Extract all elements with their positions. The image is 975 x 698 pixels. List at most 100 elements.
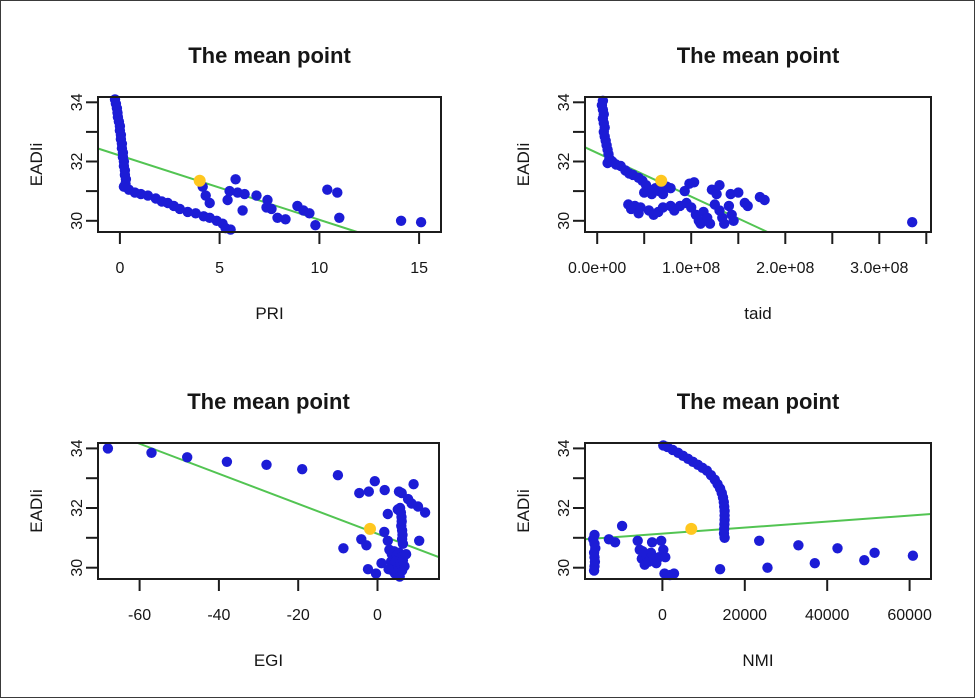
- data-point: [660, 552, 671, 563]
- x-tick-label: 15: [410, 260, 428, 277]
- mean-point: [193, 174, 206, 187]
- scatter-plot-egi: -60 -40 -20 0 30 32 34 The mean point EGI EADIi: [27, 389, 440, 670]
- data-point: [646, 537, 658, 548]
- y-axis-label: EADIi: [514, 143, 533, 186]
- data-point: [668, 568, 680, 579]
- data-point: [174, 203, 185, 215]
- data-point: [102, 443, 114, 454]
- data-point: [728, 215, 739, 226]
- x-tick-label: 0: [658, 607, 667, 624]
- data-point: [204, 197, 215, 209]
- data-point: [225, 224, 236, 235]
- x-tick-label: -40: [207, 607, 230, 624]
- x-tick-label: 3.0e+08: [850, 260, 908, 277]
- data-point: [251, 190, 262, 201]
- y-tick-label: 34: [556, 93, 573, 111]
- y-tick-label: 32: [556, 499, 573, 517]
- data-point: [399, 561, 410, 572]
- data-point: [383, 564, 394, 575]
- data-point: [742, 200, 753, 212]
- data-point: [762, 562, 773, 573]
- data-point: [907, 217, 918, 228]
- data-point: [793, 540, 804, 551]
- x-tick-label: 5: [215, 260, 224, 277]
- x-axis-label: PRI: [255, 304, 283, 323]
- data-point: [616, 520, 628, 532]
- data-point: [230, 174, 241, 185]
- y-tick-label: 30: [69, 212, 86, 230]
- data-point: [408, 479, 419, 490]
- data-point: [704, 218, 716, 229]
- plot-frame: [97, 442, 440, 580]
- y-tick-label: 30: [69, 559, 86, 577]
- data-point: [304, 208, 315, 219]
- data-point: [146, 447, 157, 458]
- y-tick-label: 32: [69, 499, 86, 517]
- data-point: [338, 543, 349, 554]
- data-point: [332, 187, 343, 198]
- plot-title: The mean point: [677, 43, 840, 68]
- y-tick-label: 32: [69, 153, 86, 171]
- data-point: [382, 535, 393, 546]
- data-point: [665, 183, 676, 194]
- plot-title: The mean point: [187, 389, 350, 414]
- data-point: [723, 200, 735, 212]
- data-point: [221, 456, 233, 467]
- data-point: [633, 208, 644, 219]
- data-point: [395, 215, 407, 226]
- x-axis-label: NMI: [742, 651, 773, 670]
- data-point: [400, 549, 412, 560]
- data-point: [354, 487, 365, 499]
- data-point: [688, 177, 700, 188]
- y-axis-label: EADIi: [27, 143, 46, 186]
- data-point: [406, 498, 417, 509]
- data-point: [859, 555, 870, 566]
- data-point: [869, 547, 880, 558]
- data-point: [363, 486, 374, 497]
- data-point: [719, 532, 730, 543]
- data-point: [379, 484, 390, 496]
- y-tick-label: 34: [69, 439, 86, 457]
- mean-point: [685, 522, 698, 535]
- data-point: [370, 568, 382, 579]
- data-point: [382, 508, 393, 520]
- data-points: [588, 440, 919, 581]
- scatter-plot-taid: 0.0e+00 1.0e+08 2.0e+08 3.0e+08 30 32 34 The me…: [514, 43, 932, 323]
- plot-frame: [584, 96, 932, 233]
- x-tick-label: 60000: [887, 607, 932, 624]
- y-axis-label: EADIi: [514, 489, 533, 532]
- data-point: [334, 212, 345, 223]
- data-point: [754, 535, 765, 546]
- data-point: [714, 180, 725, 191]
- x-tick-label: 0.0e+00: [568, 260, 626, 277]
- x-axis-label: taid: [744, 304, 771, 323]
- scatter-plot-pri: 0 5 10 15 30 32 34 The mean point PRI EADIi: [27, 43, 442, 323]
- data-point: [632, 535, 643, 546]
- data-point: [369, 476, 380, 487]
- data-point: [711, 188, 722, 200]
- data-point: [362, 564, 374, 575]
- data-point: [239, 188, 250, 200]
- x-tick-label: -60: [128, 607, 151, 624]
- data-point: [719, 218, 730, 229]
- data-point: [272, 212, 283, 223]
- data-point: [733, 187, 744, 198]
- data-point: [759, 194, 770, 206]
- data-point: [322, 184, 333, 195]
- data-points: [596, 95, 918, 229]
- data-points: [109, 94, 427, 235]
- data-point: [379, 526, 390, 538]
- data-point: [332, 470, 344, 481]
- x-tick-label: 2.0e+08: [756, 260, 814, 277]
- data-point: [714, 564, 726, 575]
- y-axis-label: EADIi: [27, 489, 46, 532]
- data-point: [261, 459, 272, 470]
- x-tick-label: 1.0e+08: [662, 260, 720, 277]
- data-point: [415, 217, 427, 228]
- data-point: [182, 452, 193, 463]
- x-tick-label: 40000: [805, 607, 850, 624]
- data-point: [237, 205, 248, 216]
- mean-point: [364, 522, 376, 535]
